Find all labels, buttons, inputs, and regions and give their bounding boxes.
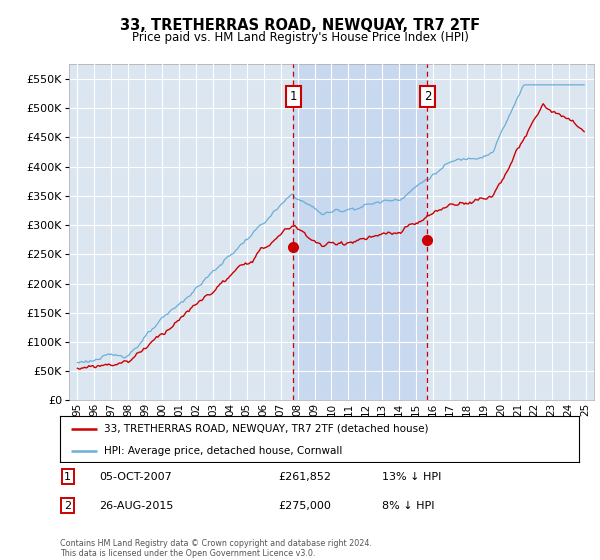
- Text: 2: 2: [424, 90, 431, 103]
- Text: 13% ↓ HPI: 13% ↓ HPI: [382, 472, 441, 482]
- Bar: [293, 64, 427, 400]
- Text: 1: 1: [64, 472, 71, 482]
- Text: 05-OCT-2007: 05-OCT-2007: [99, 472, 172, 482]
- Text: 33, TRETHERRAS ROAD, NEWQUAY, TR7 2TF (detached house): 33, TRETHERRAS ROAD, NEWQUAY, TR7 2TF (d…: [104, 424, 428, 434]
- Text: Contains HM Land Registry data © Crown copyright and database right 2024.
This d: Contains HM Land Registry data © Crown c…: [60, 539, 372, 558]
- Text: 33, TRETHERRAS ROAD, NEWQUAY, TR7 2TF: 33, TRETHERRAS ROAD, NEWQUAY, TR7 2TF: [120, 18, 480, 33]
- Text: HPI: Average price, detached house, Cornwall: HPI: Average price, detached house, Corn…: [104, 446, 343, 455]
- Text: 26-AUG-2015: 26-AUG-2015: [99, 501, 173, 511]
- Text: £275,000: £275,000: [278, 501, 331, 511]
- Text: £261,852: £261,852: [278, 472, 331, 482]
- Text: 1: 1: [290, 90, 297, 103]
- Text: Price paid vs. HM Land Registry's House Price Index (HPI): Price paid vs. HM Land Registry's House …: [131, 31, 469, 44]
- Text: 2: 2: [64, 501, 71, 511]
- Text: 8% ↓ HPI: 8% ↓ HPI: [382, 501, 434, 511]
